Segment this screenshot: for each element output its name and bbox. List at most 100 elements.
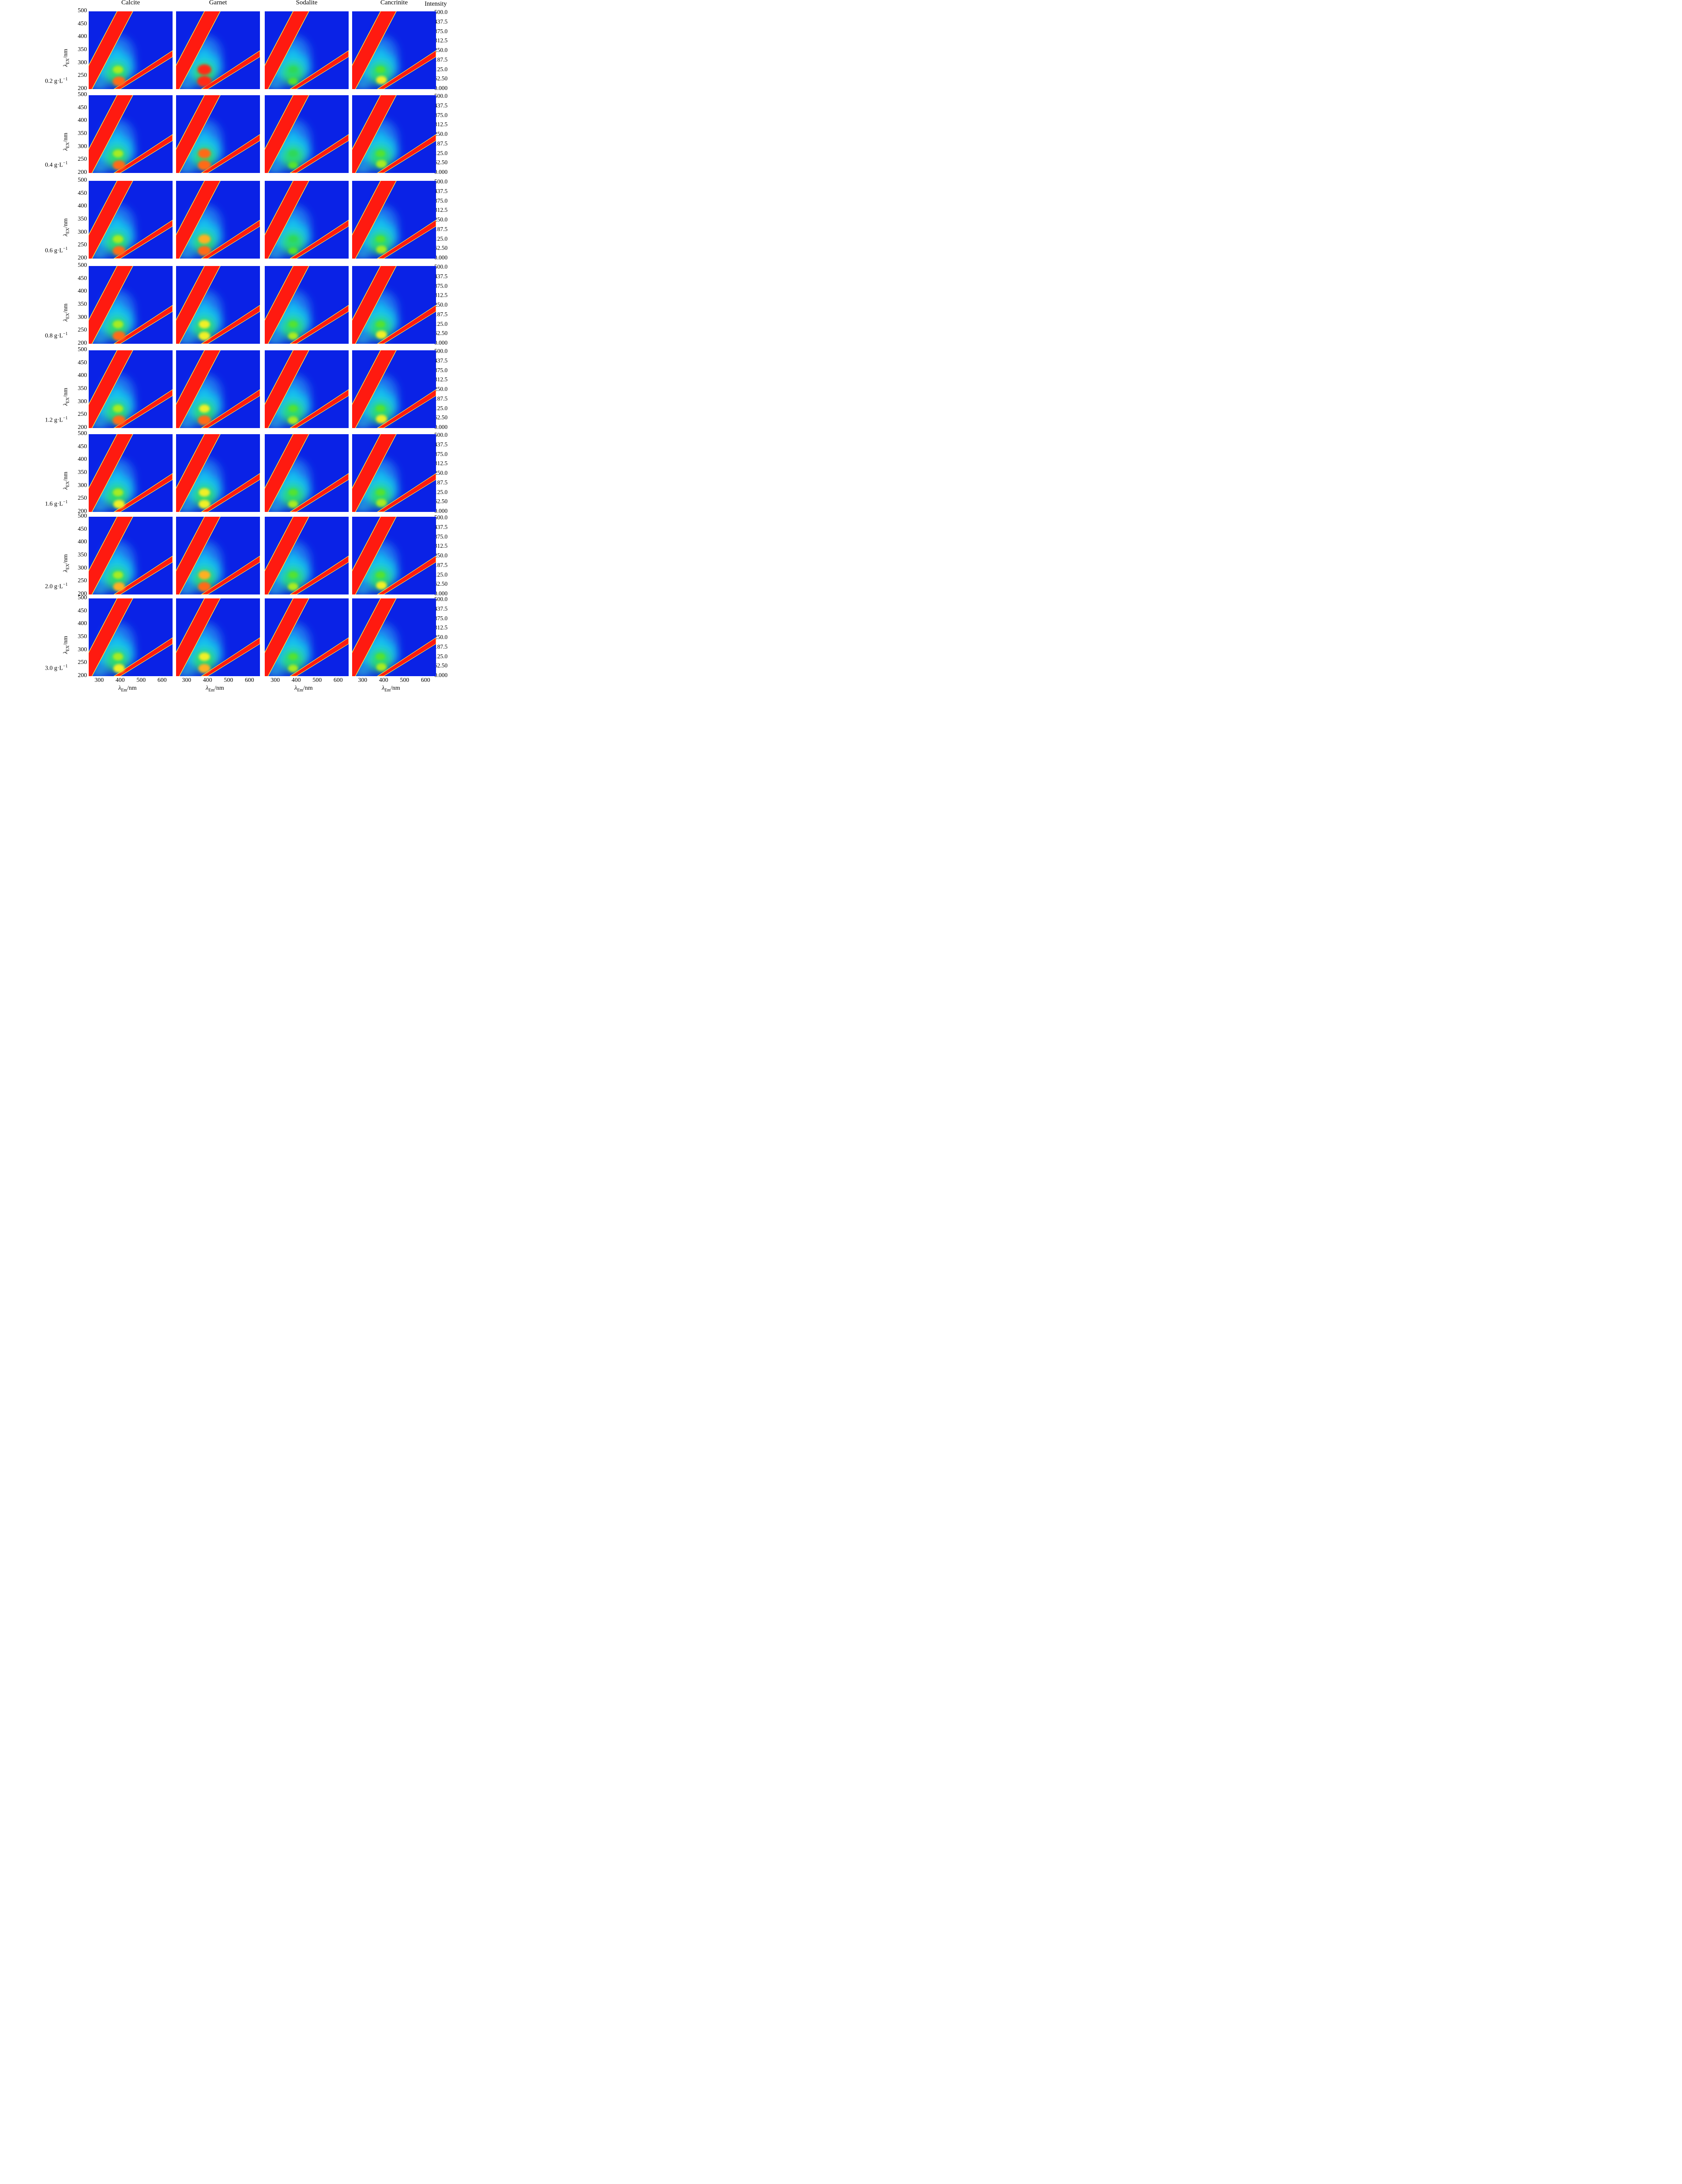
fluorescence-peak-low-ex bbox=[376, 415, 387, 423]
fluorescence-peak-low-ex bbox=[376, 581, 387, 590]
y-tick-label: 350 bbox=[78, 216, 87, 222]
second-order-scatter-band bbox=[201, 134, 260, 173]
colorbar-tick-label: 500.0 bbox=[434, 93, 448, 99]
colorbar-tick-label: 312.5 bbox=[434, 292, 448, 299]
halo-green bbox=[281, 61, 305, 86]
colorbar-tick-label: 250.0 bbox=[434, 470, 448, 476]
fluorescence-peak-high-ex bbox=[113, 235, 124, 243]
halo-green bbox=[281, 484, 305, 509]
y-tick-label: 450 bbox=[78, 275, 87, 282]
y-tick-label: 350 bbox=[78, 633, 87, 640]
colorbar-tick-label: 0.000 bbox=[434, 590, 448, 597]
eem-plot bbox=[176, 266, 260, 344]
y-tick-label: 200 bbox=[78, 85, 87, 92]
eem-plot bbox=[176, 95, 260, 173]
y-tick-label: 250 bbox=[78, 577, 87, 584]
first-order-scatter-band bbox=[352, 181, 397, 259]
eem-panel-calcite bbox=[89, 517, 173, 594]
second-order-scatter-band bbox=[289, 305, 349, 344]
fluorescence-peak-low-ex bbox=[113, 582, 125, 591]
eem-panel-sodalite bbox=[265, 517, 349, 594]
y-tick-label: 300 bbox=[78, 398, 87, 405]
x-axis-label: λEm/nm bbox=[206, 685, 224, 693]
fluorescence-peak-high-ex bbox=[288, 150, 298, 157]
fluorescence-peak-high-ex bbox=[198, 570, 211, 580]
colorbar-tick-label: 250.0 bbox=[434, 47, 448, 53]
eem-panel-garnet bbox=[176, 350, 260, 428]
colorbar-tick-label: 375.0 bbox=[434, 366, 448, 373]
eem-plot bbox=[265, 517, 349, 594]
colorbar-tick-label: 62.50 bbox=[434, 498, 448, 505]
first-order-scatter-band bbox=[352, 266, 397, 344]
colorbar-tick-label: 250.0 bbox=[434, 301, 448, 308]
colorbar-tick-label: 500.0 bbox=[434, 432, 448, 438]
eem-plot bbox=[176, 598, 260, 676]
eem-plot bbox=[89, 517, 173, 594]
fluorescence-peak-high-ex bbox=[376, 66, 385, 73]
colorbar-tick-label: 187.5 bbox=[434, 643, 448, 650]
concentration-label: 3.0 g·L−1 bbox=[45, 664, 68, 672]
eem-panel-garnet bbox=[176, 181, 260, 259]
colorbar-tick-label: 125.0 bbox=[434, 235, 448, 242]
second-order-scatter-band bbox=[113, 473, 173, 512]
first-order-scatter-band bbox=[265, 350, 309, 428]
colorbar-tick-label: 375.0 bbox=[434, 28, 448, 35]
y-axis-label: λEX/nm bbox=[62, 471, 70, 490]
colorbar-tick-label: 187.5 bbox=[434, 56, 448, 63]
halo-green bbox=[281, 145, 305, 170]
halo-green bbox=[281, 316, 305, 341]
fluorescence-peak-low-ex bbox=[197, 160, 211, 170]
first-order-scatter-band bbox=[89, 434, 133, 512]
fluorescence-peak-low-ex bbox=[112, 331, 126, 341]
y-tick-label: 250 bbox=[78, 156, 87, 163]
second-order-scatter-band bbox=[113, 50, 173, 89]
second-order-scatter-band bbox=[377, 220, 436, 259]
colorbar-tick-label: 312.5 bbox=[434, 121, 448, 128]
fluorescence-peak-high-ex bbox=[113, 66, 124, 74]
x-tick-label: 400 bbox=[115, 677, 125, 684]
fluorescence-peak-high-ex bbox=[288, 653, 298, 660]
colorbar-tick-label: 375.0 bbox=[434, 197, 448, 204]
colorbar-tick-label: 62.50 bbox=[434, 581, 448, 587]
fluorescence-peak-high-ex bbox=[376, 150, 385, 157]
column-title-garnet: Garnet bbox=[209, 0, 227, 6]
y-tick-label: 350 bbox=[78, 46, 87, 53]
first-order-scatter-band bbox=[352, 95, 397, 173]
fluorescence-peak-high-ex bbox=[288, 321, 298, 328]
x-tick-label: 500 bbox=[312, 677, 322, 684]
first-order-scatter-band bbox=[352, 11, 397, 89]
eem-plot bbox=[89, 266, 173, 344]
second-order-scatter-band bbox=[377, 556, 436, 594]
first-order-scatter-band bbox=[265, 181, 309, 259]
second-order-scatter-band bbox=[377, 134, 436, 173]
eem-plot bbox=[89, 95, 173, 173]
concentration-label: 2.0 g·L−1 bbox=[45, 582, 68, 590]
colorbar-tick-label: 500.0 bbox=[434, 596, 448, 602]
colorbar-tick-label: 125.0 bbox=[434, 488, 448, 495]
second-order-scatter-band bbox=[377, 637, 436, 676]
y-tick-label: 350 bbox=[78, 552, 87, 558]
fluorescence-peak-high-ex bbox=[199, 488, 210, 497]
fluorescence-peak-low-ex bbox=[376, 499, 387, 507]
eem-panel-cancrinite bbox=[352, 598, 436, 676]
fluorescence-peak-low-ex bbox=[288, 247, 298, 255]
first-order-scatter-band bbox=[176, 517, 221, 594]
fluorescence-peak-low-ex bbox=[113, 160, 126, 170]
eem-panel-garnet bbox=[176, 598, 260, 676]
y-tick-label: 450 bbox=[78, 359, 87, 366]
y-tick-label: 250 bbox=[78, 72, 87, 79]
colorbar-tick-label: 187.5 bbox=[434, 561, 448, 568]
eem-plot bbox=[265, 598, 349, 676]
second-order-scatter-band bbox=[201, 305, 260, 344]
fluorescence-peak-low-ex bbox=[287, 416, 298, 425]
eem-plot bbox=[265, 266, 349, 344]
y-axis-label: λEX/nm bbox=[62, 387, 70, 406]
colorbar-tick-label: 437.5 bbox=[434, 18, 448, 25]
y-tick-label: 500 bbox=[78, 430, 87, 437]
column-title-sodalite: Sodalite bbox=[296, 0, 318, 6]
colorbar-tick-label: 125.0 bbox=[434, 149, 448, 156]
y-tick-label: 450 bbox=[78, 443, 87, 450]
fluorescence-peak-low-ex bbox=[198, 582, 211, 592]
fluorescence-peak-low-ex bbox=[112, 415, 126, 425]
colorbar-tick-label: 500.0 bbox=[434, 178, 448, 185]
